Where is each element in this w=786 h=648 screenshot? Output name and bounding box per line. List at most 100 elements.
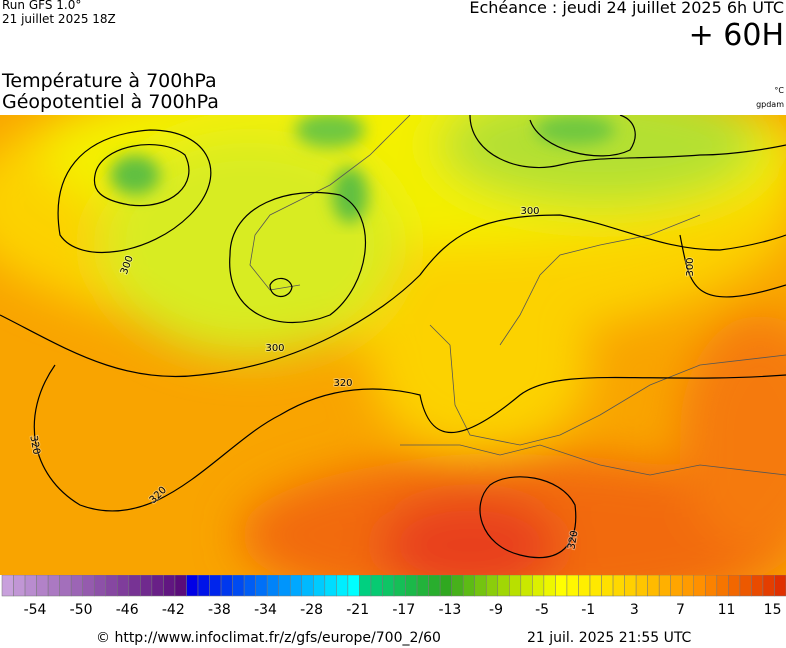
footer-generated: 21 juil. 2025 21:55 UTC <box>527 630 692 646</box>
colorbar-swatch <box>716 575 729 597</box>
colorbar-label: -9 <box>489 602 503 618</box>
colorbar-label: 15 <box>764 602 782 618</box>
colorbar-swatch <box>601 575 614 597</box>
colorbar-swatch <box>163 575 176 597</box>
colorbar-swatch <box>59 575 72 597</box>
colorbar-label: -42 <box>162 602 185 618</box>
colorbar-swatch <box>70 575 83 597</box>
colorbar-swatch <box>474 575 487 597</box>
colorbar-label: 3 <box>630 602 639 618</box>
colorbar-swatch <box>82 575 95 597</box>
colorbar-swatch <box>151 575 164 597</box>
colorbar-swatch <box>47 575 60 597</box>
colorbar-swatch <box>105 575 118 597</box>
colorbar-swatch <box>1 575 14 597</box>
colorbar-swatch <box>278 575 291 597</box>
colorbar-label: -38 <box>208 602 231 618</box>
colorbar-swatch <box>359 575 372 597</box>
colorbar-swatch <box>543 575 556 597</box>
contour-label: 320 <box>27 435 41 456</box>
contour-label: 300 <box>685 257 696 276</box>
colorbar-swatch <box>578 575 591 597</box>
colorbar-swatch <box>140 575 153 597</box>
colorbar-label: -34 <box>254 602 277 618</box>
unit-geopotential: gpdam <box>756 100 784 109</box>
colorbar-label: 7 <box>676 602 685 618</box>
colorbar-swatch <box>739 575 752 597</box>
contour-label: 300 <box>520 206 539 217</box>
colorbar-swatch <box>382 575 395 597</box>
colorbar-swatch <box>647 575 660 597</box>
colorbar-label: -50 <box>70 602 93 618</box>
colorbar-swatch <box>762 575 775 597</box>
colorbar-swatch <box>370 575 383 597</box>
coastlines <box>249 115 786 476</box>
colorbar-swatch <box>93 575 107 597</box>
colorbar-label: -17 <box>392 602 415 618</box>
colorbar-swatch <box>670 575 683 597</box>
colorbar-swatch <box>497 575 510 597</box>
colorbar-label: -5 <box>535 602 549 618</box>
colorbar-swatch <box>705 575 718 597</box>
colorbar-swatch <box>485 575 499 597</box>
colorbar-swatch <box>117 575 130 597</box>
colorbar-swatch <box>347 575 360 597</box>
lead-time: + 60H <box>688 18 784 53</box>
colorbar-swatch <box>624 575 637 597</box>
colorbar-label: -1 <box>581 602 595 618</box>
colorbar-swatch <box>520 575 533 597</box>
colorbar-swatch <box>612 575 625 597</box>
colorbar-label: -21 <box>346 602 369 618</box>
colorbar-swatch <box>24 575 37 597</box>
colorbar-swatch <box>555 575 568 597</box>
echeance: Echéance : jeudi 24 juillet 2025 6h UTC <box>469 0 784 17</box>
title-geopotential: Géopotentiel à 700hPa <box>2 91 219 113</box>
colorbar-swatch <box>751 575 764 597</box>
colorbar-swatch <box>336 575 349 597</box>
colorbar-swatch <box>532 575 545 597</box>
colorbar-swatch <box>566 575 579 597</box>
colorbar-swatch <box>439 575 452 597</box>
colorbar-swatch <box>658 575 671 597</box>
colorbar-label: 11 <box>718 602 736 618</box>
footer-source: © http://www.infoclimat.fr/z/gfs/europe/… <box>96 630 441 646</box>
colorbar-swatch <box>324 575 337 597</box>
colorbar-swatch <box>509 575 522 597</box>
run-label: Run GFS 1.0° <box>2 0 82 12</box>
colorbar-swatch <box>266 575 279 597</box>
colorbar-label: -54 <box>24 602 47 618</box>
colorbar-swatch <box>313 575 326 597</box>
run-date: 21 juillet 2025 18Z <box>2 12 116 26</box>
unit-temperature: °C <box>774 86 784 95</box>
contour-label: 320 <box>566 530 580 551</box>
colorbar-swatch <box>635 575 648 597</box>
colorbar-swatch <box>681 575 695 597</box>
colorbar-swatch <box>174 575 187 597</box>
colorbar-swatch <box>36 575 49 597</box>
contour-label: 300 <box>265 343 284 354</box>
colorbar-swatch <box>451 575 464 597</box>
colorbar-swatch <box>197 575 210 597</box>
temperature-field <box>0 115 786 575</box>
colorbar-swatch <box>416 575 429 597</box>
colorbar-swatch <box>128 575 141 597</box>
colorbar-swatch <box>301 575 314 597</box>
colorbar-swatch <box>462 575 475 597</box>
colorbar-swatch <box>693 575 706 597</box>
contours <box>0 115 786 559</box>
colorbar-swatch <box>243 575 256 597</box>
colorbar-swatch <box>220 575 233 597</box>
colorbar-label: -28 <box>300 602 323 618</box>
cold-cores <box>110 115 615 223</box>
colorbar-swatch <box>774 575 786 597</box>
colorbar-swatch <box>289 575 303 597</box>
colorbar: -54 -50 -46 -42 -38 -34 -28 -21 -17 -13 -9 -5 -1 3 7 11… <box>1 575 786 618</box>
colorbar-swatch <box>209 575 222 597</box>
colorbar-swatch <box>405 575 418 597</box>
colorbar-swatch <box>13 575 26 597</box>
colorbar-swatch <box>232 575 245 597</box>
colorbar-swatch <box>589 575 602 597</box>
colorbar-swatch <box>393 575 406 597</box>
colorbar-swatch <box>186 575 199 597</box>
